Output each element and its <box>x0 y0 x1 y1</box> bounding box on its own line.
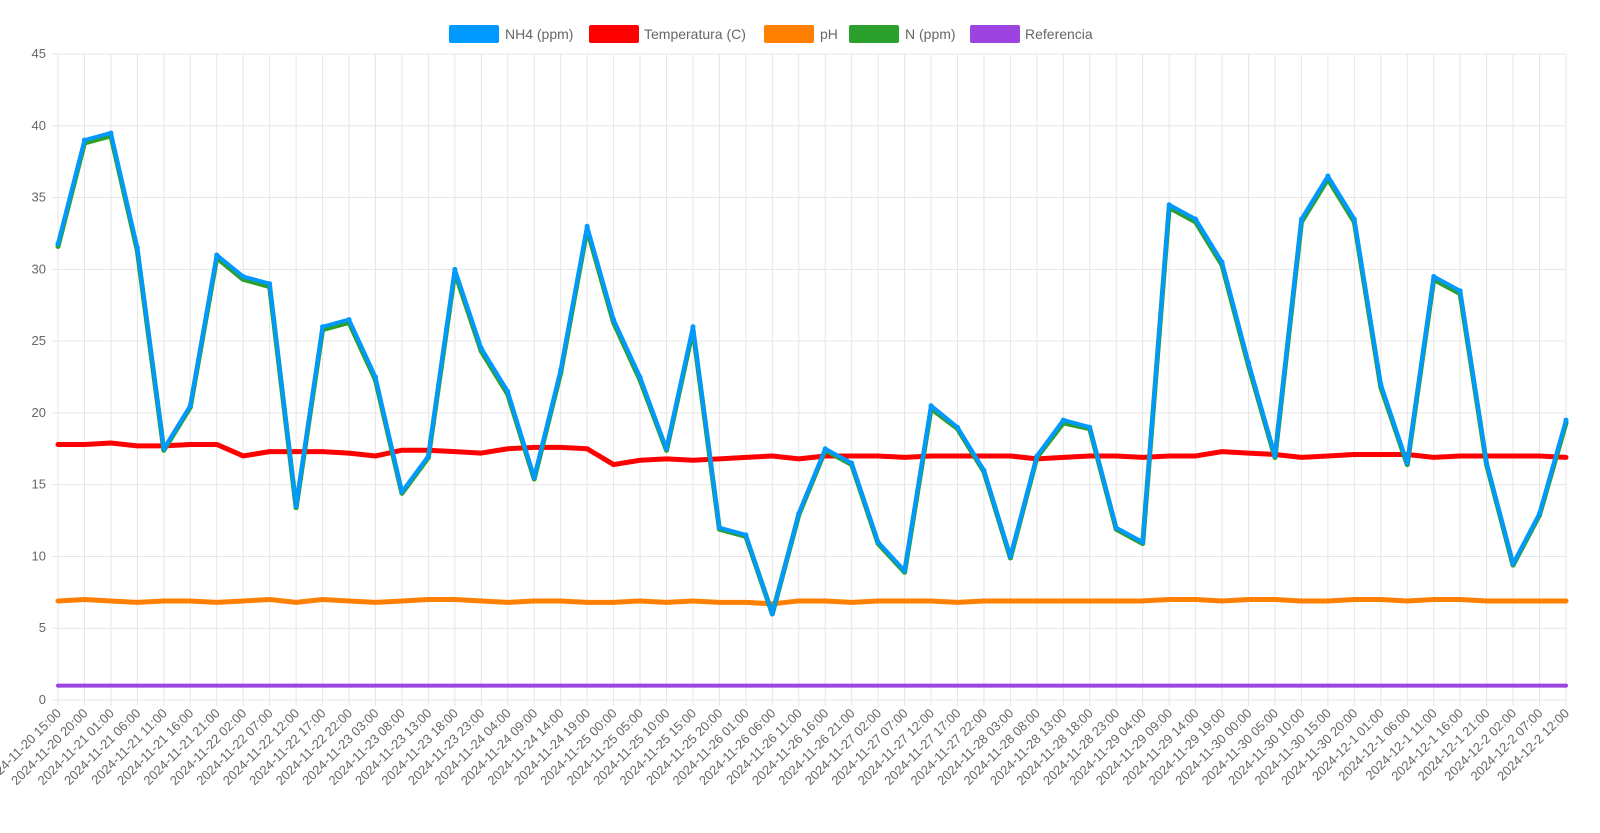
data-point <box>981 467 987 473</box>
data-point <box>214 252 220 258</box>
data-point <box>1193 216 1199 222</box>
y-tick-label: 45 <box>32 46 46 61</box>
data-point <box>663 446 669 452</box>
y-tick-label: 35 <box>32 190 46 205</box>
data-point <box>1166 202 1172 208</box>
legend[interactable]: NH4 (ppm) Temperatura (C) pH N (ppm) Referen… <box>449 25 1093 43</box>
data-point <box>399 489 405 495</box>
legend-item[interactable]: NH4 (ppm) <box>449 25 573 43</box>
data-point <box>81 137 87 143</box>
data-point <box>1325 173 1331 179</box>
data-point <box>1246 360 1252 366</box>
data-point <box>1140 539 1146 545</box>
data-point <box>293 503 299 509</box>
data-point <box>452 266 458 272</box>
data-point <box>478 345 484 351</box>
data-point <box>769 611 775 617</box>
data-point <box>1510 561 1516 567</box>
data-point <box>108 130 114 136</box>
y-tick-label: 15 <box>32 477 46 492</box>
data-point <box>1087 424 1093 430</box>
legend-label: N (ppm) <box>905 26 956 42</box>
legend-label: Temperatura (C) <box>644 26 746 42</box>
data-point <box>558 367 564 373</box>
y-axis: 0 5 10 15 20 25 30 35 40 45 <box>32 46 46 707</box>
series-line-temperatura-c <box>55 440 1569 468</box>
data-point <box>346 317 352 323</box>
series-lines <box>55 130 1569 688</box>
data-point <box>928 403 934 409</box>
legend-item[interactable]: N (ppm) <box>849 25 956 43</box>
data-point <box>1219 259 1225 265</box>
legend-label: Referencia <box>1025 26 1093 42</box>
legend-swatch <box>589 25 639 43</box>
legend-swatch <box>449 25 499 43</box>
data-point <box>796 510 802 516</box>
data-point <box>134 245 140 251</box>
data-point <box>1298 216 1304 222</box>
data-point <box>875 539 881 545</box>
data-point <box>955 424 961 430</box>
data-point <box>505 388 511 394</box>
y-tick-label: 25 <box>32 333 46 348</box>
data-point <box>161 446 167 452</box>
data-point <box>1404 460 1410 466</box>
data-point <box>849 460 855 466</box>
data-point <box>425 453 431 459</box>
y-tick-label: 40 <box>32 118 46 133</box>
data-point <box>372 374 378 380</box>
data-point <box>55 240 61 246</box>
legend-swatch <box>849 25 899 43</box>
data-point <box>743 532 749 538</box>
data-point <box>267 281 273 287</box>
grid <box>52 53 1567 706</box>
data-point <box>716 525 722 531</box>
data-point <box>611 317 617 323</box>
data-point <box>1007 553 1013 559</box>
data-point <box>1457 288 1463 294</box>
data-point <box>690 324 696 330</box>
y-tick-label: 5 <box>39 620 46 635</box>
data-point <box>1034 453 1040 459</box>
y-tick-label: 0 <box>39 692 46 707</box>
data-point <box>1113 525 1119 531</box>
legend-swatch <box>764 25 814 43</box>
data-point <box>187 403 193 409</box>
legend-item[interactable]: Referencia <box>970 25 1093 43</box>
data-point <box>1060 417 1066 423</box>
legend-item[interactable]: Temperatura (C) <box>589 25 746 43</box>
data-point <box>584 223 590 229</box>
data-point <box>531 474 537 480</box>
data-point <box>1537 510 1543 516</box>
data-point <box>240 274 246 280</box>
data-point <box>637 374 643 380</box>
data-point <box>902 568 908 574</box>
data-point <box>1484 460 1490 466</box>
data-point <box>1351 216 1357 222</box>
legend-label: NH4 (ppm) <box>505 26 573 42</box>
series-line-n-ppm <box>55 133 1569 617</box>
data-point <box>1272 453 1278 459</box>
data-point <box>1563 417 1569 423</box>
y-tick-label: 10 <box>32 548 46 563</box>
series-line-nh4-ppm <box>56 130 1568 616</box>
data-point <box>1378 381 1384 387</box>
legend-label: pH <box>820 26 838 42</box>
data-point <box>1431 274 1437 280</box>
y-tick-label: 30 <box>32 261 46 276</box>
series-line-ph <box>55 597 1569 607</box>
legend-swatch <box>970 25 1020 43</box>
y-tick-label: 20 <box>32 405 46 420</box>
data-point <box>822 446 828 452</box>
data-point <box>320 324 326 330</box>
legend-item[interactable]: pH <box>764 25 838 43</box>
